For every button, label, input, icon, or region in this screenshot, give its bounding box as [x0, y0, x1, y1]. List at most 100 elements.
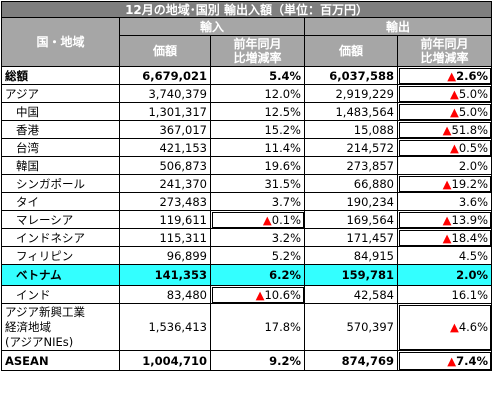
export-change: ▲5.0% [396, 102, 492, 121]
import-value: 141,353 [119, 264, 211, 286]
export-change: ▲13.9% [396, 210, 492, 229]
decrease-triangle-icon: ▲ [447, 68, 457, 83]
table-row: インド 83,480 ▲10.6% 42,584 16.1% [1, 285, 492, 304]
header-import-yoy: 前年同月 比増減率 [210, 35, 305, 67]
import-value: 96,899 [119, 246, 211, 265]
decrease-triangle-icon: ▲ [449, 86, 459, 101]
export-value: 159,781 [304, 264, 398, 286]
table-row: アジア新興工業 経済地域 (アジアNIEs) 1,536,413 17.8% 5… [1, 303, 492, 351]
import-value: 1,004,710 [119, 350, 211, 371]
export-change: ▲4.6% [396, 303, 492, 351]
export-change: 2.0% [396, 264, 492, 286]
decrease-triangle-icon: ▲ [262, 212, 272, 227]
row-name-line: 経済地域 [5, 319, 51, 334]
header-export-yoy-line2: 比増減率 [420, 51, 469, 65]
header-import-yoy-line2: 比増減率 [233, 51, 282, 65]
export-value: 15,088 [304, 120, 398, 139]
header-exports: 輸出 [303, 17, 492, 36]
decrease-triangle-icon: ▲ [255, 287, 265, 302]
export-value: 190,234 [304, 192, 398, 211]
export-value: 570,397 [304, 303, 398, 351]
table-row: シンガポール 241,370 31.5% 66,880 ▲19.2% [1, 174, 492, 193]
header-import-value: 価額 [119, 35, 211, 67]
decrease-triangle-icon: ▲ [447, 353, 457, 368]
table-row: 香港 367,017 15.2% 15,088 ▲51.8% [1, 120, 492, 139]
export-change: ▲2.6% [396, 66, 492, 85]
decrease-triangle-icon: ▲ [449, 140, 459, 155]
import-change: ▲10.6% [210, 285, 305, 304]
header-export-yoy: 前年同月 比増減率 [396, 35, 492, 67]
row-name: インド [1, 285, 120, 304]
decrease-triangle-icon: ▲ [449, 104, 459, 119]
import-change: 6.2% [210, 264, 305, 286]
import-value: 241,370 [119, 174, 211, 193]
export-value: 42,584 [304, 285, 398, 304]
export-change: 16.1% [396, 285, 492, 304]
export-value: 214,572 [304, 138, 398, 157]
decrease-triangle-icon: ▲ [442, 230, 452, 245]
table-row: タイ 273,483 3.7% 190,234 3.6% [1, 192, 492, 211]
import-change: 12.5% [210, 102, 305, 121]
decrease-triangle-icon: ▲ [449, 320, 459, 334]
import-value: 506,873 [119, 156, 211, 175]
header-export-value: 価額 [304, 35, 398, 67]
header-region: 国・地域 [1, 17, 120, 67]
row-name: アジア [1, 84, 120, 103]
export-change: ▲0.5% [396, 138, 492, 157]
export-value: 874,769 [304, 350, 398, 371]
import-change: 11.4% [210, 138, 305, 157]
row-name: 中国 [1, 102, 120, 121]
import-value: 367,017 [119, 120, 211, 139]
trade-table: 12月の地域･国別 輸出入額（単位：百万円） 国・地域 輸入 輸出 価額 前年同… [0, 1, 492, 371]
import-value: 421,153 [119, 138, 211, 157]
import-value: 6,679,021 [119, 66, 211, 85]
decrease-triangle-icon: ▲ [442, 176, 452, 191]
export-value: 84,915 [304, 246, 398, 265]
table-row: アジア 3,740,379 12.0% 2,919,229 ▲5.0% [1, 84, 492, 103]
export-value: 2,919,229 [304, 84, 398, 103]
import-change: 12.0% [210, 84, 305, 103]
export-value: 66,880 [304, 174, 398, 193]
table-row: 韓国 506,873 19.6% 273,857 2.0% [1, 156, 492, 175]
row-name: フィリピン [1, 246, 120, 265]
table-row-highlighted: ベトナム 141,353 6.2% 159,781 2.0% [1, 264, 492, 286]
import-change: ▲0.1% [210, 210, 305, 229]
export-change: ▲5.0% [396, 84, 492, 103]
export-change: ▲7.4% [396, 350, 492, 371]
row-name: シンガポール [1, 174, 120, 193]
export-change: ▲18.4% [396, 228, 492, 247]
table-title: 12月の地域･国別 輸出入額（単位：百万円） [0, 1, 492, 18]
import-change: 9.2% [210, 350, 305, 371]
table-row: 中国 1,301,317 12.5% 1,483,564 ▲5.0% [1, 102, 492, 121]
header-import-yoy-line1: 前年同月 [233, 37, 282, 51]
import-value: 3,740,379 [119, 84, 211, 103]
import-value: 115,311 [119, 228, 211, 247]
import-change: 15.2% [210, 120, 305, 139]
export-value: 171,457 [304, 228, 398, 247]
export-change: 3.6% [396, 192, 492, 211]
table-row: インドネシア 115,311 3.2% 171,457 ▲18.4% [1, 228, 492, 247]
row-name: ベトナム [1, 264, 120, 286]
import-value: 1,301,317 [119, 102, 211, 121]
row-name: 香港 [1, 120, 120, 139]
export-value: 1,483,564 [304, 102, 398, 121]
import-change: 19.6% [210, 156, 305, 175]
decrease-triangle-icon: ▲ [442, 122, 452, 137]
export-change: ▲19.2% [396, 174, 492, 193]
row-name-line: アジア新興工業 [5, 304, 86, 319]
import-value: 83,480 [119, 285, 211, 304]
import-change: 31.5% [210, 174, 305, 193]
import-value: 119,611 [119, 210, 211, 229]
import-change: 3.7% [210, 192, 305, 211]
import-change: 17.8% [210, 303, 305, 351]
import-change: 3.2% [210, 228, 305, 247]
table-row: マレーシア 119,611 ▲0.1% 169,564 ▲13.9% [1, 210, 492, 229]
row-name: ASEAN [1, 350, 120, 371]
row-name: マレーシア [1, 210, 120, 229]
row-name: 総額 [1, 66, 120, 85]
import-change: 5.4% [210, 66, 305, 85]
row-name: 台湾 [1, 138, 120, 157]
row-name-line: (アジアNIEs) [5, 334, 74, 349]
header-imports: 輸入 [119, 17, 305, 36]
table-row: フィリピン 96,899 5.2% 84,915 4.5% [1, 246, 492, 265]
